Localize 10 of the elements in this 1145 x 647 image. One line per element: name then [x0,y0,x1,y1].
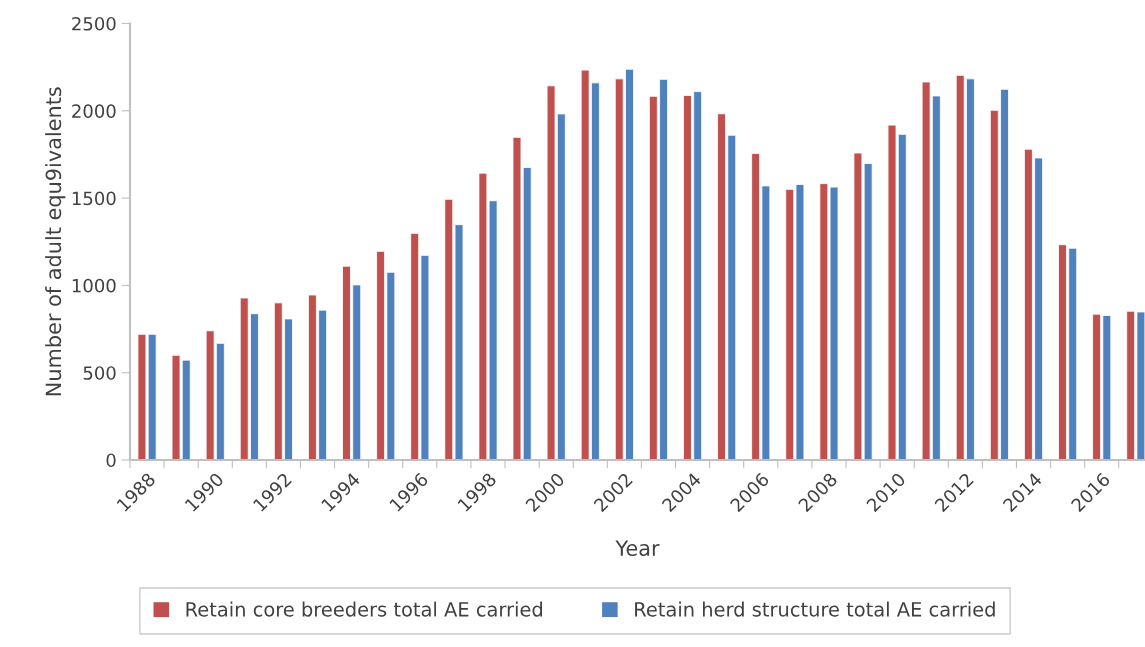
y-tick-label: 2500 [72,16,116,31]
y-tick-label: 2000 [72,104,116,118]
legend-label: Retain core breeders total AE carried [186,601,542,617]
y-tick-label: 500 [83,366,116,380]
x-axis-title: Year [615,540,660,556]
y-axis-title: Number of adult equ9ivalents [45,87,66,396]
legend-label: Retain herd structure total AE carried [635,601,995,617]
y-tick-label: 0 [106,453,116,468]
y-tick-label: 1500 [72,191,116,206]
y-tick-label: 1000 [72,278,116,293]
